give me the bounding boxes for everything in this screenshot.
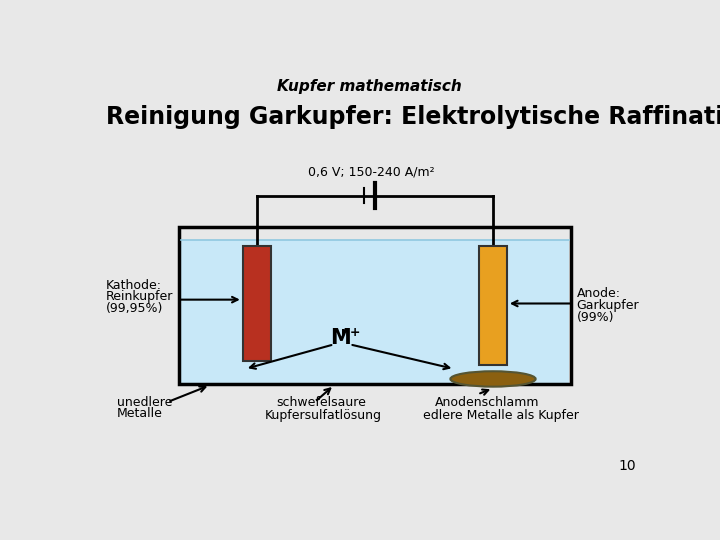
Text: Garkupfer: Garkupfer xyxy=(577,299,639,312)
Ellipse shape xyxy=(451,372,536,387)
Text: unedlere: unedlere xyxy=(117,396,173,409)
Bar xyxy=(243,246,271,361)
Text: 0,6 V; 150-240 A/m²: 0,6 V; 150-240 A/m² xyxy=(307,166,434,179)
Text: Kathode:: Kathode: xyxy=(106,279,161,292)
Text: Reinigung Garkupfer: Elektrolytische Raffination: Reinigung Garkupfer: Elektrolytische Raf… xyxy=(106,105,720,129)
Text: Kupfer mathematisch: Kupfer mathematisch xyxy=(276,79,462,93)
Text: (99%): (99%) xyxy=(577,311,614,324)
Text: Metalle: Metalle xyxy=(117,408,163,421)
Text: edlere Metalle als Kupfer: edlere Metalle als Kupfer xyxy=(423,409,579,422)
Text: Anode:: Anode: xyxy=(577,287,621,300)
Text: Reinkupfer: Reinkupfer xyxy=(106,291,173,303)
Text: n+: n+ xyxy=(341,326,361,339)
Text: 10: 10 xyxy=(618,459,636,473)
Bar xyxy=(479,246,507,365)
Text: Anodenschlamm: Anodenschlamm xyxy=(435,396,539,409)
Bar xyxy=(181,240,569,383)
Bar xyxy=(179,226,570,384)
Text: schwefelsaure: schwefelsaure xyxy=(276,396,366,409)
Text: (99,95%): (99,95%) xyxy=(106,302,163,315)
Text: Kupfersulfatlösung: Kupfersulfatlösung xyxy=(264,409,382,422)
Text: M: M xyxy=(330,328,351,348)
